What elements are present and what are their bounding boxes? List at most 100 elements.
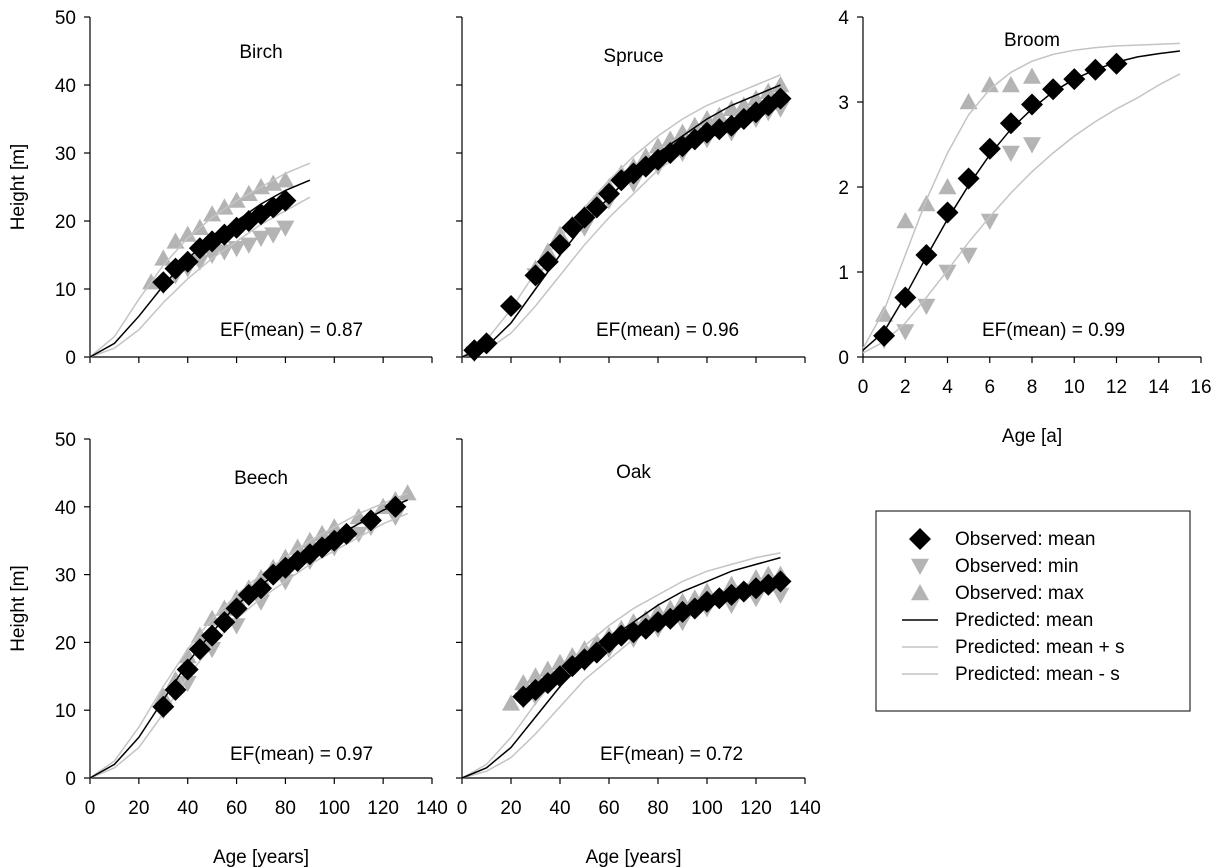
panel-spruce: Spruce EF(mean) = 0.96 xyxy=(456,16,806,363)
x-tick-label: 100 xyxy=(691,798,723,819)
observed-max-point xyxy=(959,93,978,110)
observed-mean-point xyxy=(598,182,620,205)
y-tick-label: 2 xyxy=(838,178,849,199)
x-tick-label: 0 xyxy=(457,798,468,819)
observed-min-point xyxy=(938,264,957,281)
y-axis-title: Height [m] xyxy=(8,144,29,231)
observed-mean-point xyxy=(573,206,596,229)
observed-max-point xyxy=(154,687,173,704)
observed-max-point xyxy=(875,305,894,322)
observed-mean-point xyxy=(176,658,199,681)
x-tick-label: 2 xyxy=(900,377,911,398)
observed-min-point xyxy=(203,247,222,264)
observed-min-point xyxy=(771,587,790,604)
x-tick-label: 40 xyxy=(549,798,570,819)
x-tick-label: 140 xyxy=(416,798,448,819)
x-tick-label: 20 xyxy=(128,798,149,819)
observed-mean-point xyxy=(561,216,584,239)
panel-birch: 0 10 20 30 40 50 Height [m] Birch EF(mean) = 0.8… xyxy=(8,8,433,369)
observed-max-point xyxy=(203,205,222,222)
y-tick-label: 10 xyxy=(55,280,76,301)
y-tick-label: 30 xyxy=(55,566,76,587)
legend-marker-symbol xyxy=(911,558,929,575)
observed-min-point xyxy=(917,298,936,315)
observed-max-point xyxy=(178,647,197,664)
observed-mean-point xyxy=(536,250,559,273)
observed-mean-point xyxy=(176,250,199,273)
observed-mean-point xyxy=(1021,93,1043,116)
predicted-mean-minus-s-line xyxy=(862,73,1181,354)
observed-mean-point xyxy=(585,641,608,664)
x-tick-label: 80 xyxy=(275,798,296,819)
observed-mean-point xyxy=(999,112,1022,135)
observed-max-point xyxy=(759,565,778,582)
observed-max-point xyxy=(938,178,957,195)
observed-mean-point xyxy=(188,638,211,661)
observed-min-point xyxy=(980,213,999,230)
panel-title: Beech xyxy=(234,468,288,489)
x-axis-title: Age [a] xyxy=(1002,426,1062,447)
observed-max-point xyxy=(538,242,557,259)
observed-max-point xyxy=(734,96,753,113)
observed-max-point xyxy=(154,249,173,266)
ef-annotation: EF(mean) = 0.96 xyxy=(596,320,739,341)
legend-box xyxy=(875,510,1191,712)
observed-min-point xyxy=(1023,137,1041,154)
observed-max-point xyxy=(288,538,307,555)
observed-min-point xyxy=(252,594,270,611)
x-tick-label: 10 xyxy=(1064,377,1085,398)
observed-min-point xyxy=(896,324,915,341)
observed-max-point xyxy=(661,130,680,147)
y-tick-label: 20 xyxy=(55,212,76,233)
x-tick-label: 20 xyxy=(500,798,521,819)
observed-mean-point xyxy=(1084,58,1107,81)
ef-annotation: EF(mean) = 0.99 xyxy=(982,320,1125,341)
legend-marker-symbol xyxy=(911,584,929,601)
observed-mean-point xyxy=(957,167,980,190)
observed-min-point xyxy=(722,597,741,615)
y-tick-label: 10 xyxy=(55,701,76,722)
y-tick-label: 1 xyxy=(838,263,849,284)
y-tick-label: 0 xyxy=(65,769,76,790)
observed-min-point xyxy=(252,230,270,247)
observed-mean-point xyxy=(1105,52,1128,75)
x-tick-label: 4 xyxy=(942,377,953,398)
observed-mean-point xyxy=(225,597,248,620)
observed-max-point xyxy=(538,660,557,677)
x-tick-label: 6 xyxy=(984,377,995,398)
legend-label: Predicted: mean xyxy=(955,610,1093,631)
observed-max-point xyxy=(685,116,704,133)
observed-mean-point xyxy=(1042,78,1065,101)
legend-item: Predicted: mean xyxy=(902,610,1093,631)
observed-max-point xyxy=(673,123,692,140)
observed-max-point xyxy=(514,674,533,691)
x-tick-label: 60 xyxy=(598,798,619,819)
observed-max-point xyxy=(398,484,417,501)
predicted-mean-plus-s-line xyxy=(862,42,1180,349)
observed-max-point xyxy=(502,694,520,711)
observed-min-point xyxy=(178,675,197,693)
x-axis-title: Age [years] xyxy=(213,847,309,868)
observed-mean-point xyxy=(384,495,407,518)
legend-label: Predicted: mean - s xyxy=(955,664,1120,685)
predicted-mean-plus-s-line xyxy=(461,552,781,779)
observed-mean-point xyxy=(769,87,792,110)
observed-max-point xyxy=(526,667,545,684)
observed-mean-point xyxy=(359,509,382,532)
y-tick-label: 40 xyxy=(55,76,76,97)
predicted-mean-plus-s-line xyxy=(89,162,311,358)
observed-max-point xyxy=(747,89,765,106)
ef-annotation: EF(mean) = 0.72 xyxy=(600,744,743,765)
y-tick-label: 50 xyxy=(55,8,76,29)
observed-mean-point xyxy=(274,189,297,212)
observed-min-point xyxy=(264,227,283,244)
ef-annotation: EF(mean) = 0.87 xyxy=(220,320,363,341)
x-tick-label: 0 xyxy=(85,798,96,819)
observed-max-point xyxy=(1001,76,1020,93)
x-tick-label: 16 xyxy=(1190,377,1211,398)
observed-min-point xyxy=(215,244,234,261)
observed-max-point xyxy=(276,171,295,188)
observed-mean-point xyxy=(978,137,1001,160)
observed-mean-point xyxy=(475,332,498,355)
observed-min-point xyxy=(239,237,258,254)
